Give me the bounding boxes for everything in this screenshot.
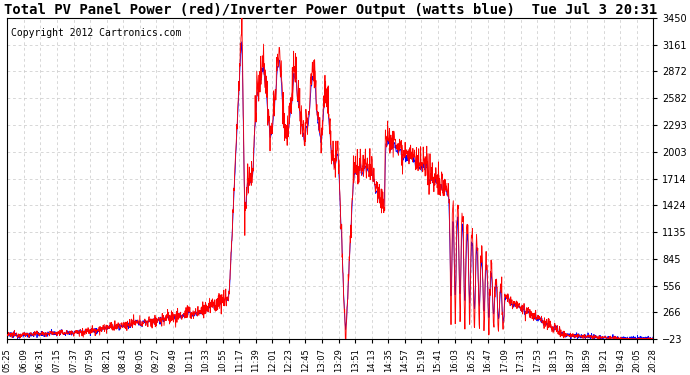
Title: Total PV Panel Power (red)/Inverter Power Output (watts blue)  Tue Jul 3 20:31: Total PV Panel Power (red)/Inverter Powe… (3, 3, 657, 17)
Text: Copyright 2012 Cartronics.com: Copyright 2012 Cartronics.com (10, 28, 181, 38)
